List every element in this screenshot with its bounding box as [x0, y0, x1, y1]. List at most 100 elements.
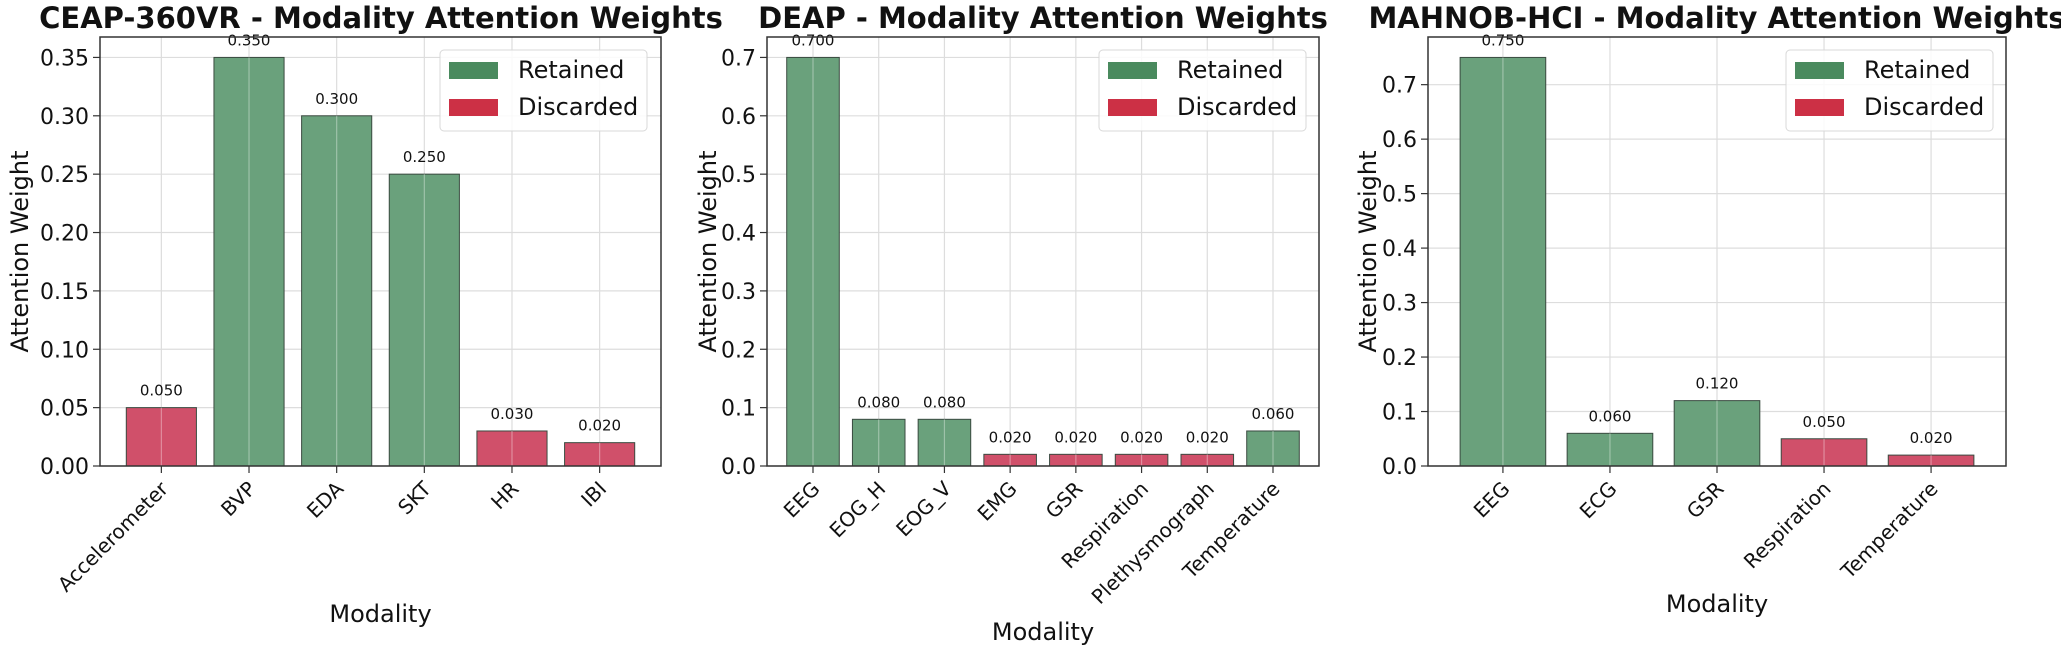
x-tick-label: EEG [779, 477, 825, 523]
x-tick-label: IBI [576, 477, 611, 512]
x-tick-label: Accelerometer [53, 476, 174, 597]
y-tick-label: 0.35 [40, 46, 89, 71]
bar-value-label: 0.050 [1803, 413, 1846, 431]
y-tick-label: 0.00 [40, 455, 89, 480]
bar-value-label: 0.020 [578, 417, 621, 435]
bar-value-label: 0.060 [1252, 405, 1295, 423]
y-tick-label: 0.7 [1382, 74, 1417, 99]
y-tick-label: 0.2 [721, 338, 756, 363]
bar-value-label: 0.030 [491, 405, 534, 423]
y-tick-label: 0.1 [721, 397, 756, 422]
y-axis-label: Attention Weight [6, 150, 34, 352]
bar-skt [388, 173, 460, 467]
legend: Retained Discarded [1785, 49, 1994, 132]
x-tick-label: SKT [393, 476, 436, 519]
bar-value-label: 0.120 [1696, 375, 1739, 393]
y-tick-label: 0.7 [721, 46, 756, 71]
legend-label-discarded: Discarded [518, 93, 638, 121]
legend-swatch-discarded [1795, 99, 1844, 116]
chart-panel-1: CEAP-360VR - Modality Attention Weights0… [6, 1, 723, 628]
y-tick-label: 0.10 [40, 338, 89, 363]
legend-label-discarded: Discarded [1177, 93, 1297, 121]
legend-swatch-discarded [449, 99, 498, 116]
y-tick-label: 0.05 [40, 397, 89, 422]
legend-swatch-retained [1795, 62, 1844, 79]
x-tick-label: HR [486, 476, 524, 514]
x-tick-label: Respiration [1739, 477, 1836, 574]
y-tick-label: 0.4 [721, 222, 756, 247]
legend-label-retained: Retained [1177, 56, 1283, 84]
bar-value-label: 0.700 [792, 31, 835, 49]
chart-panel-3: MAHNOB-HCI - Modality Attention Weights0… [1354, 1, 2061, 618]
bar-eog_v [917, 418, 972, 467]
legend-swatch-retained [449, 62, 498, 79]
x-tick-label: Plethysmograph [1087, 477, 1219, 609]
y-tick-label: 0.30 [40, 105, 89, 130]
bar-eeg [786, 56, 840, 467]
x-tick-label: BVP [216, 477, 260, 521]
legend: Retained Discarded [439, 49, 648, 132]
y-tick-label: 0.4 [1382, 237, 1417, 262]
y-tick-label: 0.15 [40, 280, 89, 305]
bar-value-label: 0.060 [1588, 407, 1631, 425]
bar-ecg [1566, 432, 1654, 467]
x-tick-label: EOG_H [825, 477, 891, 543]
x-axis-label: Modality [992, 618, 1094, 646]
bar-value-label: 0.020 [1910, 429, 1953, 447]
legend-swatch-discarded [1108, 99, 1157, 116]
y-tick-label: 0.6 [1382, 128, 1417, 153]
y-tick-label: 0.6 [721, 105, 756, 130]
legend-label-discarded: Discarded [1864, 93, 1984, 121]
axes-frame [766, 36, 1320, 467]
x-tick-label: GSR [1041, 476, 1088, 523]
bar-value-label: 0.020 [1186, 428, 1229, 446]
x-axis-label: Modality [1666, 590, 1768, 618]
legend-label-retained: Retained [1864, 56, 1970, 84]
bar-value-label: 0.350 [228, 31, 271, 49]
bar-value-label: 0.080 [923, 393, 966, 411]
x-tick-label: EDA [302, 476, 348, 522]
y-tick-label: 0.5 [721, 163, 756, 188]
y-tick-label: 0.3 [1382, 292, 1417, 317]
bar-bvp [213, 56, 285, 467]
bar-value-label: 0.300 [315, 90, 358, 108]
y-tick-label: 0.5 [1382, 183, 1417, 208]
x-tick-label: EEG [1469, 477, 1515, 523]
x-tick-label: Temperature [1835, 477, 1942, 584]
bar-value-label: 0.250 [403, 148, 446, 166]
x-tick-label: EMG [973, 477, 1022, 526]
bar-eog_h [851, 418, 906, 467]
legend-label-retained: Retained [518, 56, 624, 84]
y-tick-label: 0.1 [1382, 401, 1417, 426]
y-tick-label: 0.20 [40, 222, 89, 247]
axes-frame [99, 36, 662, 467]
bar-value-label: 0.020 [1054, 428, 1097, 446]
y-tick-label: 0.3 [721, 280, 756, 305]
legend: Retained Discarded [1098, 49, 1307, 132]
x-tick-label: ECG [1575, 477, 1622, 524]
y-axis-label: Attention Weight [1354, 150, 1382, 352]
x-axis-label: Modality [329, 600, 431, 628]
bar-gsr [1673, 400, 1761, 467]
bar-value-label: 0.020 [1120, 428, 1163, 446]
bar-value-label: 0.750 [1481, 31, 1524, 49]
bar-value-label: 0.020 [989, 428, 1032, 446]
bar-eeg [1459, 56, 1547, 467]
x-tick-label: EOG_V [891, 476, 956, 541]
chart-title: CEAP-360VR - Modality Attention Weights [39, 1, 723, 35]
axes-frame [1427, 36, 2007, 467]
chart-title: DEAP - Modality Attention Weights [758, 1, 1328, 35]
chart-title: MAHNOB-HCI - Modality Attention Weights [1368, 1, 2061, 35]
bar-temperature [1246, 430, 1300, 467]
bar-respiration [1780, 438, 1868, 467]
bar-hr [476, 430, 548, 467]
legend-swatch-retained [1108, 62, 1157, 79]
x-tick-label: GSR [1682, 476, 1729, 523]
y-tick-label: 0.2 [1382, 346, 1417, 371]
chart-panel-2: DEAP - Modality Attention Weights 0.0 0.1 0… [694, 1, 1328, 646]
y-tick-label: 0.25 [40, 163, 89, 188]
y-tick-label: 0.0 [1382, 455, 1417, 480]
y-tick-label: 0.0 [721, 455, 756, 480]
bar-value-label: 0.080 [857, 393, 900, 411]
